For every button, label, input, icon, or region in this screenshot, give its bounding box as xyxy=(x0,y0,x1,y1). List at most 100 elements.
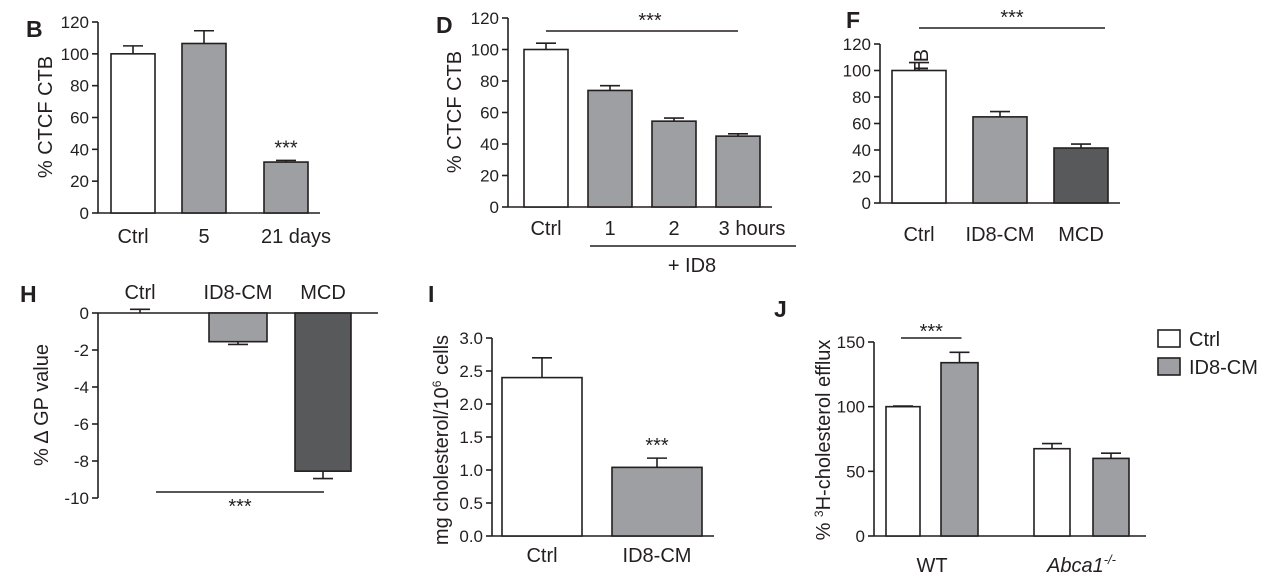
panel-b-y-tick-label: 100 xyxy=(61,45,89,64)
legend-swatch-id8-cm xyxy=(1157,357,1181,376)
panel-j-y-label-main: % xyxy=(813,517,835,540)
panel-d-y-tick-label: 20 xyxy=(480,167,499,186)
panel-b-letter: B xyxy=(26,16,43,42)
panel-f-x-label: MCD xyxy=(1058,224,1104,246)
legend-label: Ctrl xyxy=(1189,329,1220,351)
panel-h-bar xyxy=(294,312,352,472)
panel-j-sig-stars: *** xyxy=(920,321,944,343)
panel-b-sig-stars: *** xyxy=(274,137,298,159)
panel-i-x-label: ID8-CM xyxy=(623,545,692,567)
panel-b-y-label: % CTCF CTB xyxy=(35,56,57,178)
panel-h-x-label: Ctrl xyxy=(124,282,155,304)
panel-j-bar-id8-cm xyxy=(1092,457,1130,537)
panel-d-letter: D xyxy=(436,12,453,38)
panel-b-bar xyxy=(110,53,156,214)
panel-b-y-tick-label: 40 xyxy=(70,140,89,159)
panel-d-y-tick-label: 80 xyxy=(480,72,499,91)
panel-i-y-tick-label: 2.0 xyxy=(459,395,483,414)
panel-i-y-tick-label: 1.5 xyxy=(459,428,483,447)
panel-i-bar xyxy=(501,376,583,537)
panel-b-y-tick-label: 120 xyxy=(61,13,89,32)
panel-b-x-label: Ctrl xyxy=(117,226,148,248)
panel-i-y-tick-label: 3.0 xyxy=(459,329,483,348)
panel-f-y-tick-label: 20 xyxy=(852,168,871,187)
panel-j-y-tick-label: 150 xyxy=(837,333,865,352)
panel-h-y-tick-label: 0 xyxy=(80,304,89,323)
panel-j-y-label-tail: H-cholesterol efflux xyxy=(813,340,835,511)
panel-j-y-label-sup: 3 xyxy=(812,510,826,517)
panel-h-letter: H xyxy=(20,281,37,307)
panel-j-bar-id8-cm xyxy=(940,361,979,537)
panel-d-sig-stars: *** xyxy=(638,10,662,32)
panel-f-bar xyxy=(1053,147,1109,204)
panel-j-bar-ctrl xyxy=(885,405,921,537)
panel-d-bar xyxy=(715,135,761,208)
panel-b-y-tick-label: 60 xyxy=(70,109,89,128)
panel-d-x-label: 2 xyxy=(668,218,679,240)
panel-j-x-label-main: Abca1 xyxy=(1046,555,1104,577)
panel-h-bar xyxy=(208,312,268,343)
panel-b-y-tick-label: 80 xyxy=(70,77,89,96)
panel-i-y-tick-label: 0.0 xyxy=(459,527,483,546)
panel-f-y-tick-label: 120 xyxy=(843,35,871,54)
panel-f-bar xyxy=(891,69,947,204)
panel-b-x-label: 21 days xyxy=(261,226,331,248)
panel-j-x-label-main: WT xyxy=(916,555,947,577)
panel-j-bar-ctrl xyxy=(1033,447,1071,537)
panel-d-x-label: Ctrl xyxy=(530,218,561,240)
panel-i-y-tick-label: 2.5 xyxy=(459,362,483,381)
panel-d-y-tick-label: 0 xyxy=(490,198,499,217)
panel-d-y-label-main: % CTCF CTB xyxy=(444,51,466,173)
panel-f-x-label: ID8-CM xyxy=(966,224,1035,246)
panel-j-y-tick-label: 0 xyxy=(856,527,865,546)
panel-i-y-tick-label: 0.5 xyxy=(459,494,483,513)
panel-f-bar xyxy=(972,116,1028,204)
panel-i-letter: I xyxy=(428,281,434,307)
panel-d-y-tick-label: 40 xyxy=(480,135,499,154)
panel-d-bar xyxy=(587,89,633,208)
panel-j-y-tick-label: 50 xyxy=(846,462,865,481)
panel-h-y-tick-label: -4 xyxy=(74,378,89,397)
panel-b-bar xyxy=(263,161,309,214)
panel-j-y-tick-label: 100 xyxy=(837,398,865,417)
legend-label: ID8-CM xyxy=(1189,357,1258,379)
panel-d-y-tick-label: 120 xyxy=(471,9,499,28)
panel-d-y-tick-label: 60 xyxy=(480,104,499,123)
panel-h-y-tick-label: -6 xyxy=(74,415,89,434)
panel-h-sig-stars: *** xyxy=(228,496,252,518)
panel-f-y-tick-label: 40 xyxy=(852,141,871,160)
panel-i-y-label: mg cholesterol/106 cells xyxy=(430,335,453,545)
panel-d-x-label: 1 xyxy=(604,218,615,240)
panel-d-bar xyxy=(523,48,569,208)
panel-d-group-label: + ID8 xyxy=(668,255,716,277)
panel-i-bar xyxy=(611,466,703,537)
panel-j-x-label-sup: -/- xyxy=(1104,552,1117,567)
panel-h-y-tick-label: -8 xyxy=(74,452,89,471)
panel-d-y-label: % CTCF CTB xyxy=(444,51,466,173)
panel-b-x-label: 5 xyxy=(198,226,209,248)
panel-f-x-label: Ctrl xyxy=(903,224,934,246)
panel-b-y-tick-label: 20 xyxy=(70,172,89,191)
panel-h-y-tick-label: -10 xyxy=(64,489,89,508)
panel-j-x-label: Abca1-/- xyxy=(1046,552,1117,577)
panel-f-letter: F xyxy=(846,7,860,33)
legend-swatch-ctrl xyxy=(1157,329,1181,348)
panel-j-letter: J xyxy=(774,296,787,322)
panel-h-y-label-main: % Δ GP value xyxy=(31,344,53,466)
panel-j-y-label: % 3H-cholesterol efflux xyxy=(812,340,835,541)
panel-h-x-label: MCD xyxy=(300,282,346,304)
panel-d-bar xyxy=(651,120,697,208)
panel-f-y-tick-label: 60 xyxy=(852,115,871,134)
panel-i-y-tick-label: 1.0 xyxy=(459,461,483,480)
panel-d-y-tick-label: 100 xyxy=(471,41,499,60)
panel-j-x-label: WT xyxy=(916,555,947,577)
panel-h-y-tick-label: -2 xyxy=(74,341,89,360)
panel-b-bar xyxy=(181,42,227,214)
panel-i-x-label: Ctrl xyxy=(526,545,557,567)
panel-i-y-label-main: mg cholesterol/10 xyxy=(431,387,453,545)
panel-i-sig-stars: *** xyxy=(645,435,669,457)
panel-f-sig-stars: *** xyxy=(1000,7,1024,29)
panel-i-y-label-tail: cells xyxy=(431,335,453,381)
panel-h-x-label: ID8-CM xyxy=(204,282,273,304)
